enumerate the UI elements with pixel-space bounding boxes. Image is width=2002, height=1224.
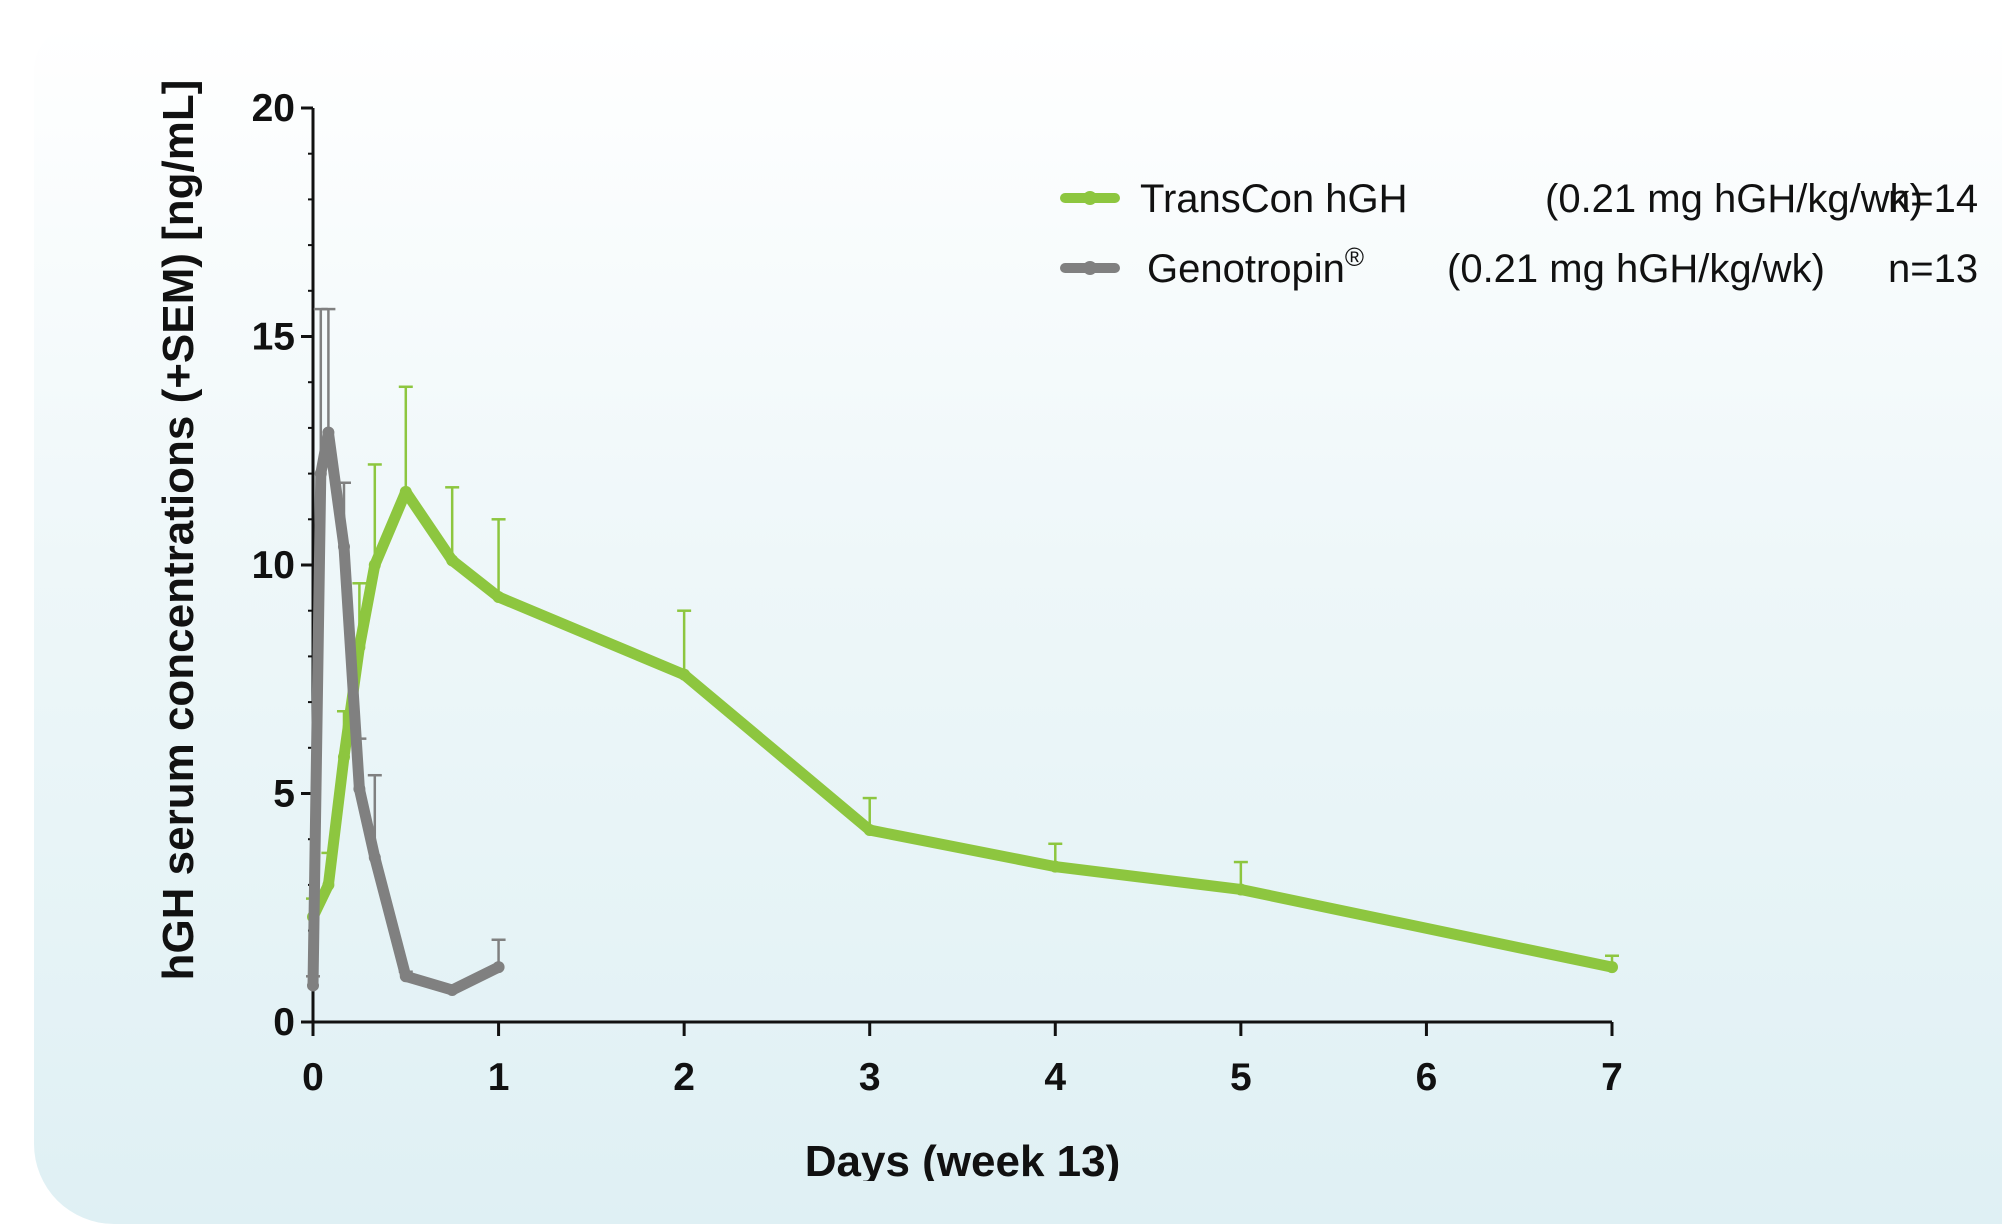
data-point <box>322 878 335 891</box>
legend-marker <box>1083 261 1097 275</box>
x-tick-label: 1 <box>488 1056 510 1099</box>
legend-n-count: n=13 <box>1888 247 1978 291</box>
y-tick-label: 15 <box>252 316 295 359</box>
x-tick-label: 0 <box>302 1056 324 1099</box>
data-point <box>1606 961 1618 974</box>
chart-stage: 0 5 10 15 20 0 1 2 3 4 5 6 7 Days (week 13) hGH seru… <box>34 24 2002 1224</box>
plot-area <box>306 307 1619 997</box>
legend-dose: (0.21 mg hGH/kg/wk) <box>1447 247 1825 291</box>
data-point <box>353 782 366 795</box>
series-genotropin <box>306 307 506 997</box>
data-point <box>368 559 381 571</box>
legend-dose: (0.21 mg hGH/kg/wk) <box>1545 177 1923 221</box>
legend-series-name: Genotropin® <box>1147 242 1364 291</box>
data-point <box>399 970 412 983</box>
legend: TransCon hGH (0.21 mg hGH/kg/wk)n=14Genot… <box>1060 177 1978 291</box>
y-tick-label: 20 <box>252 87 295 130</box>
data-point <box>678 668 691 681</box>
data-point <box>368 851 381 864</box>
data-point <box>399 485 412 498</box>
data-point <box>492 961 505 974</box>
x-tick-label: 2 <box>673 1056 695 1099</box>
data-point <box>446 554 459 567</box>
data-point <box>322 426 335 439</box>
data-point <box>337 540 350 553</box>
y-axis-title: hGH serum concentrations (+SEM) [ng/mL] <box>154 80 203 981</box>
data-point <box>446 984 459 997</box>
x-tick-label: 6 <box>1416 1056 1438 1099</box>
data-point <box>314 467 327 480</box>
y-tick-label: 5 <box>273 773 295 816</box>
x-tick-label: 5 <box>1230 1056 1252 1099</box>
data-point <box>492 590 505 603</box>
data-point <box>307 979 319 992</box>
legend-n-count: n=14 <box>1888 177 1978 221</box>
series-transcon-hgh <box>306 385 1619 974</box>
x-tick-label: 3 <box>859 1056 881 1099</box>
data-point <box>337 750 350 763</box>
legend-series-name: TransCon hGH <box>1140 177 1408 221</box>
x-tick-label: 7 <box>1601 1056 1623 1099</box>
data-point <box>353 641 366 654</box>
axes: 0 5 10 15 20 0 1 2 3 4 5 6 7 <box>252 87 1623 1099</box>
line-chart: 0 5 10 15 20 0 1 2 3 4 5 6 7 Days (week 13) hGH seru… <box>154 80 1978 1181</box>
x-tick-label: 4 <box>1044 1056 1066 1099</box>
x-axis-title: Days (week 13) <box>805 1137 1121 1181</box>
data-point <box>1049 860 1062 873</box>
data-point <box>863 824 876 837</box>
y-tick-label: 10 <box>252 544 295 587</box>
legend-marker <box>1083 191 1097 205</box>
data-point <box>1234 883 1247 896</box>
y-tick-label: 0 <box>273 1001 295 1044</box>
series-line <box>307 486 1618 973</box>
